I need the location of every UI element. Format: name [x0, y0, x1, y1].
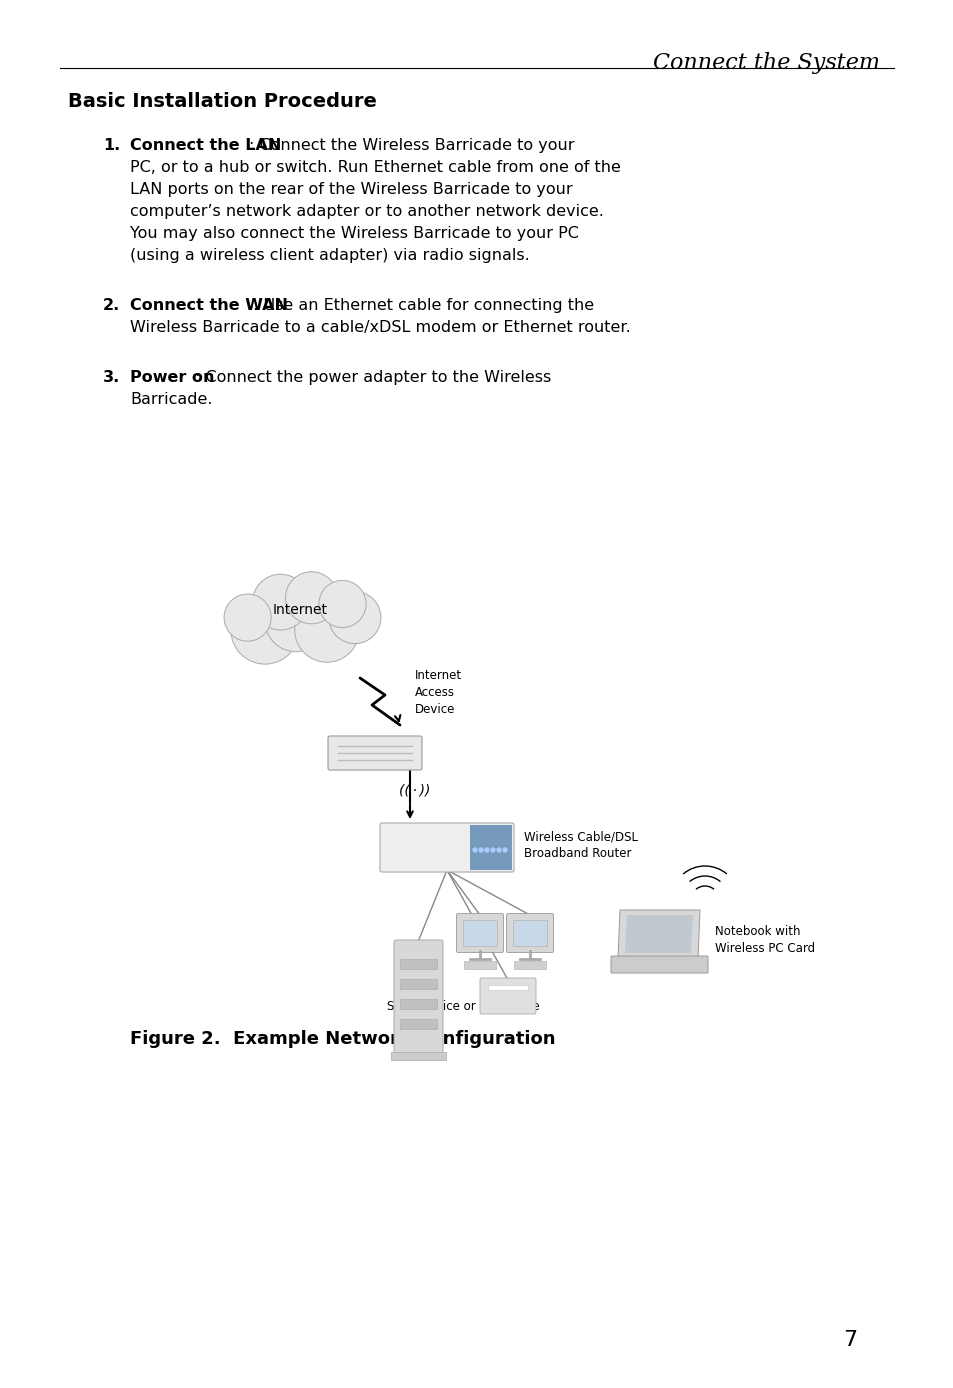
FancyBboxPatch shape — [479, 979, 536, 1015]
Circle shape — [265, 590, 327, 652]
Bar — [462, 920, 497, 947]
Bar — [399, 1019, 436, 1029]
Bar — [399, 999, 436, 1009]
Bar — [391, 1052, 446, 1060]
Circle shape — [497, 848, 500, 852]
Text: Figure 2.  Example Network Configuration: Figure 2. Example Network Configuration — [130, 1030, 555, 1048]
Text: : Connect the power adapter to the Wireless: : Connect the power adapter to the Wirel… — [194, 371, 551, 384]
Text: Internet
Access
Device: Internet Access Device — [415, 669, 461, 715]
Circle shape — [473, 848, 476, 852]
Circle shape — [231, 595, 299, 663]
Text: 3.: 3. — [103, 371, 120, 384]
FancyBboxPatch shape — [394, 940, 442, 1053]
Text: (using a wireless client adapter) via radio signals.: (using a wireless client adapter) via ra… — [130, 248, 529, 262]
Polygon shape — [618, 911, 700, 958]
Circle shape — [484, 848, 489, 852]
Text: LAN ports on the rear of the Wireless Barricade to your: LAN ports on the rear of the Wireless Ba… — [130, 182, 572, 197]
Text: Power on: Power on — [130, 371, 214, 384]
Circle shape — [502, 848, 506, 852]
Bar — [399, 979, 436, 990]
Bar — [513, 920, 546, 947]
Circle shape — [329, 591, 380, 644]
Circle shape — [294, 598, 359, 662]
Text: 1.: 1. — [103, 137, 120, 153]
Text: Connect the WAN: Connect the WAN — [130, 298, 288, 314]
Text: You may also connect the Wireless Barricade to your PC: You may also connect the Wireless Barric… — [130, 226, 578, 242]
Bar — [463, 960, 496, 969]
Circle shape — [285, 572, 337, 623]
Bar — [514, 960, 545, 969]
Circle shape — [253, 575, 308, 630]
Text: : Use an Ethernet cable for connecting the: : Use an Ethernet cable for connecting t… — [253, 298, 594, 314]
FancyBboxPatch shape — [456, 913, 503, 952]
Circle shape — [478, 848, 482, 852]
FancyBboxPatch shape — [379, 823, 514, 872]
Text: Wireless Barricade to a cable/xDSL modem or Ethernet router.: Wireless Barricade to a cable/xDSL modem… — [130, 321, 630, 335]
Bar — [488, 985, 527, 990]
Circle shape — [318, 580, 366, 627]
Bar — [470, 824, 512, 870]
Text: SOHO Office or Residence: SOHO Office or Residence — [386, 999, 538, 1013]
Bar — [399, 959, 436, 969]
Polygon shape — [624, 915, 692, 954]
Text: (( · )): (( · )) — [399, 783, 430, 797]
Text: Internet: Internet — [273, 602, 327, 618]
Text: Barricade.: Barricade. — [130, 391, 213, 407]
FancyBboxPatch shape — [506, 913, 553, 952]
Text: : Connect the Wireless Barricade to your: : Connect the Wireless Barricade to your — [249, 137, 574, 153]
Text: Connect the System: Connect the System — [652, 51, 879, 74]
Text: 7: 7 — [842, 1330, 856, 1351]
Circle shape — [224, 594, 271, 641]
Text: PC, or to a hub or switch. Run Ethernet cable from one of the: PC, or to a hub or switch. Run Ethernet … — [130, 160, 620, 175]
FancyBboxPatch shape — [610, 956, 707, 973]
FancyBboxPatch shape — [328, 736, 421, 770]
Text: Basic Installation Procedure: Basic Installation Procedure — [68, 92, 376, 111]
Text: Wireless Cable/DSL
Broadband Router: Wireless Cable/DSL Broadband Router — [523, 830, 638, 861]
Text: computer’s network adapter or to another network device.: computer’s network adapter or to another… — [130, 204, 603, 219]
Circle shape — [491, 848, 495, 852]
Text: Connect the LAN: Connect the LAN — [130, 137, 281, 153]
Text: Notebook with
Wireless PC Card: Notebook with Wireless PC Card — [714, 924, 814, 955]
Text: 2.: 2. — [103, 298, 120, 314]
